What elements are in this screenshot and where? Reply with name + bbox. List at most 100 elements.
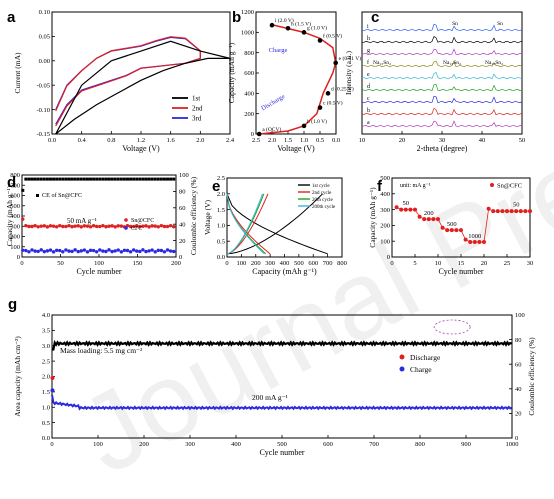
panel-g-y-ticklabel: 2.0 [42, 374, 50, 381]
panel-d-y-ticklabel: 300 [10, 223, 20, 230]
panel-d-cfc-mark [64, 248, 68, 252]
panel-d-sn-mark [156, 225, 160, 229]
panel-d-cfc-mark [24, 248, 28, 253]
panel-f-legend-label: Sn@CFC [497, 183, 522, 190]
panel-d-sn-mark [131, 224, 136, 229]
panel-d-sn-mark [58, 223, 62, 228]
panel-d-y-ticklabel: 0 [17, 254, 20, 261]
panel-d-sn-mark [51, 224, 56, 228]
panel-d-cfc-mark [33, 249, 37, 253]
panel-c-trace-label: c [367, 96, 370, 102]
panel-f-mark [426, 217, 431, 222]
panel-g-legend-label: Charge [410, 365, 432, 374]
panel-e-discharge-curve [226, 193, 265, 255]
panel-d-ce-mark [132, 177, 136, 181]
panel-g-y-ticklabel: 3.5 [42, 328, 50, 335]
panel-d-sn-mark [91, 223, 96, 228]
panel-b-discharge-label: Discharge [260, 93, 286, 112]
panel-b-x-ticklabel: 0.5 [316, 137, 324, 144]
panel-b-y-ticklabel: 800 [244, 50, 254, 57]
panel-d-ce-mark [95, 177, 99, 181]
panel-d-cfc-mark [122, 248, 127, 253]
panel-b-point [256, 131, 262, 137]
panel-d-x-ticklabel: 100 [94, 260, 104, 267]
panel-b-point [301, 30, 307, 35]
panel-d-sn-mark [54, 225, 59, 229]
panel-c-trace [361, 48, 523, 56]
panel-g-y2-ticklabel: 0 [515, 435, 518, 442]
panel-d-ce-mark [150, 177, 154, 181]
panel-g-y2-ticklabel: 40 [515, 386, 522, 393]
panel-f-mark [403, 207, 408, 212]
panel-e-x-ticklabel: 700 [323, 260, 333, 267]
panel-c-trace [361, 120, 523, 128]
panel-b-ylabel: Capacity (mAh g⁻¹) [227, 42, 236, 103]
panel-d-y-ticklabel: 500 [10, 203, 20, 210]
panel-d-y-ticklabel: 700 [10, 182, 20, 189]
panel-f-mark [454, 228, 459, 233]
panel-d-sn-mark [42, 224, 47, 228]
panel-g-x-ticklabel: 700 [369, 441, 379, 448]
panel-d-cfc-mark [131, 248, 136, 252]
panel-d-ce-mark [42, 177, 46, 181]
panel-d-cfc-mark [58, 248, 62, 253]
panel-g-y-ticklabel: 0.5 [42, 420, 50, 427]
panel-d-ce-mark [27, 177, 31, 181]
panel-c-letter: c [371, 9, 379, 26]
panel-f-x-ticklabel: 15 [458, 260, 465, 267]
panel-d-sn-mark [73, 224, 77, 228]
panel-c-x-ticklabel: 50 [519, 137, 526, 144]
panel-d-letter: d [7, 174, 16, 191]
panel-d-sn-mark [88, 225, 93, 229]
panel-b-charge-label: Charge [269, 47, 288, 54]
panel-b-y-ticklabel: 0 [251, 131, 254, 138]
panel-g-legend-label: Discharge [410, 353, 441, 362]
panel-d-cfc-mark [144, 249, 148, 254]
panel-d-rate-label: 50 mA g⁻¹ [67, 217, 97, 225]
panel-d-cfc-mark [113, 249, 117, 253]
panel-c-trace [361, 95, 523, 104]
panel-d-cfc-mark [150, 248, 154, 252]
panel-f-letter: f [377, 178, 383, 195]
panel-d-ce-mark [82, 177, 86, 181]
panel-d-cfc-mark [76, 249, 80, 254]
panel-d-y2-ticklabel: 0 [179, 254, 182, 261]
panel-f-mark [459, 228, 463, 233]
panel-e-legend-label: 2nd cycle [312, 191, 332, 196]
panel-f-mark [472, 239, 477, 244]
panel-f-mark [500, 209, 505, 214]
panel-d-cfc-mark [27, 250, 31, 254]
cv-3rd [55, 36, 201, 125]
panel-d-sn-mark [61, 224, 65, 229]
panel-d-ce-mark [107, 177, 111, 181]
panel-f-mark [463, 237, 468, 242]
panel-d-ce-mark [30, 177, 34, 181]
panel-d-ce-mark [116, 177, 120, 181]
panel-g-first-charge-mark [50, 388, 55, 393]
panel-g-x-ticklabel: 200 [139, 441, 149, 448]
panel-e-x-ticklabel: 600 [308, 260, 318, 267]
panel-c-annotation: Na₁₅Sn₄ [443, 60, 461, 66]
panel-d-x-ticklabel: 200 [171, 260, 181, 267]
panel-f-x-ticklabel: 25 [504, 260, 511, 267]
panel-d-y2-ticklabel: 80 [179, 189, 186, 196]
panel-g-x-ticklabel: 1000 [506, 441, 519, 448]
panel-a-x-ticklabel: 2.4 [226, 137, 235, 144]
panel-d-cfc-mark [73, 248, 77, 252]
panel-d-sn-mark [107, 224, 111, 228]
panel-f-mark [486, 206, 491, 211]
panel-d-cfc-mark [45, 249, 50, 253]
panel-d-ce-legend-mark [36, 194, 39, 197]
panel-d-sn-mark [147, 225, 151, 229]
panel-f-mark [436, 217, 440, 222]
panel-e-charge-curve [226, 193, 323, 255]
panel-e-x-ticklabel: 200 [251, 260, 261, 267]
panel-d-ce-mark [39, 177, 43, 181]
panel-c-xlabel: 2-theta (degree) [417, 144, 468, 153]
panel-d-y2-ticklabel: 40 [179, 221, 186, 228]
panel-e-discharge-curve [226, 193, 271, 255]
panel-d-sn-mark [94, 224, 99, 229]
panel-f-unit: unit: mA g⁻¹ [400, 183, 431, 189]
panel-e-legend-label: 20th cycle [312, 198, 333, 203]
panel-d-sn-mark [116, 224, 120, 228]
